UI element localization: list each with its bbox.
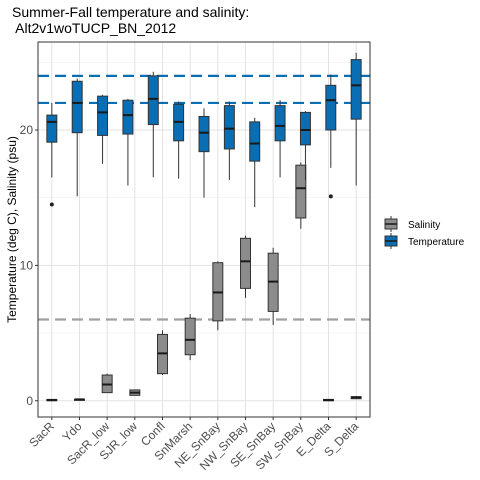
box-iqr xyxy=(71,80,83,134)
chart-subtitle: Alt2v1woTUCP_BN_2012 xyxy=(12,20,176,36)
temperature-4-box xyxy=(147,71,159,178)
salinity-SE_SnBay-box xyxy=(267,247,279,325)
salinity-E_Delta-box xyxy=(323,398,334,402)
salinity-SnMarsh-box xyxy=(184,314,196,361)
temperature-12-box xyxy=(350,52,362,186)
box-iqr xyxy=(274,105,286,142)
temperature-2-box xyxy=(97,94,109,164)
temperature-6-box xyxy=(198,108,210,198)
y-tick-label: 0 xyxy=(26,394,33,408)
temperature-11-box xyxy=(325,74,337,199)
box-iqr xyxy=(46,114,58,143)
legend-label: Salinity xyxy=(408,220,440,231)
temperature-9-box xyxy=(274,100,286,178)
box-iqr xyxy=(240,237,251,289)
temperature-10-box xyxy=(299,111,311,181)
legend-label: Temperature xyxy=(408,237,465,248)
x-tick-label: SacR xyxy=(26,419,57,450)
temperature-8-box xyxy=(249,117,261,208)
y-axis-label: Temperature (deg C), Salinity (psu) xyxy=(5,136,19,323)
outlier-point xyxy=(49,202,54,207)
box-iqr xyxy=(295,164,307,219)
box-iqr xyxy=(350,59,362,120)
box-iqr xyxy=(249,121,261,162)
chart-title: Summer-Fall temperature and salinity: xyxy=(12,4,249,20)
temperature-1-box xyxy=(71,78,83,197)
box-iqr xyxy=(122,99,134,135)
y-tick-label: 10 xyxy=(20,258,34,272)
salinity-NE_SnBay-box xyxy=(212,261,224,331)
box-iqr xyxy=(97,95,109,136)
box-iqr xyxy=(223,105,235,150)
box-iqr xyxy=(299,111,311,146)
temperature-3-box xyxy=(122,98,134,186)
plot-panel xyxy=(38,42,370,417)
temperature-5-box xyxy=(173,101,185,179)
salinity-Confl-box xyxy=(157,330,168,376)
salinity-SacR_low-box xyxy=(101,373,113,394)
salinity-SacR-box xyxy=(46,398,58,402)
y-tick-label: 20 xyxy=(20,123,34,137)
salinity-Ydo-box xyxy=(74,398,85,401)
box-iqr xyxy=(325,84,337,131)
salinity-SW_SnBay-box xyxy=(295,162,307,229)
temperature-0-box xyxy=(46,102,58,207)
plot-border xyxy=(37,41,371,418)
temperature-7-box xyxy=(223,101,235,181)
outlier-point xyxy=(328,194,333,199)
box-iqr xyxy=(184,317,196,356)
legend xyxy=(384,216,398,249)
salinity-S_Delta-box xyxy=(350,396,362,400)
salinity-SJR_low-box xyxy=(129,389,141,396)
salinity-NW_SnBay-box xyxy=(240,235,251,298)
box-iqr xyxy=(198,115,210,153)
box-iqr xyxy=(147,75,159,126)
